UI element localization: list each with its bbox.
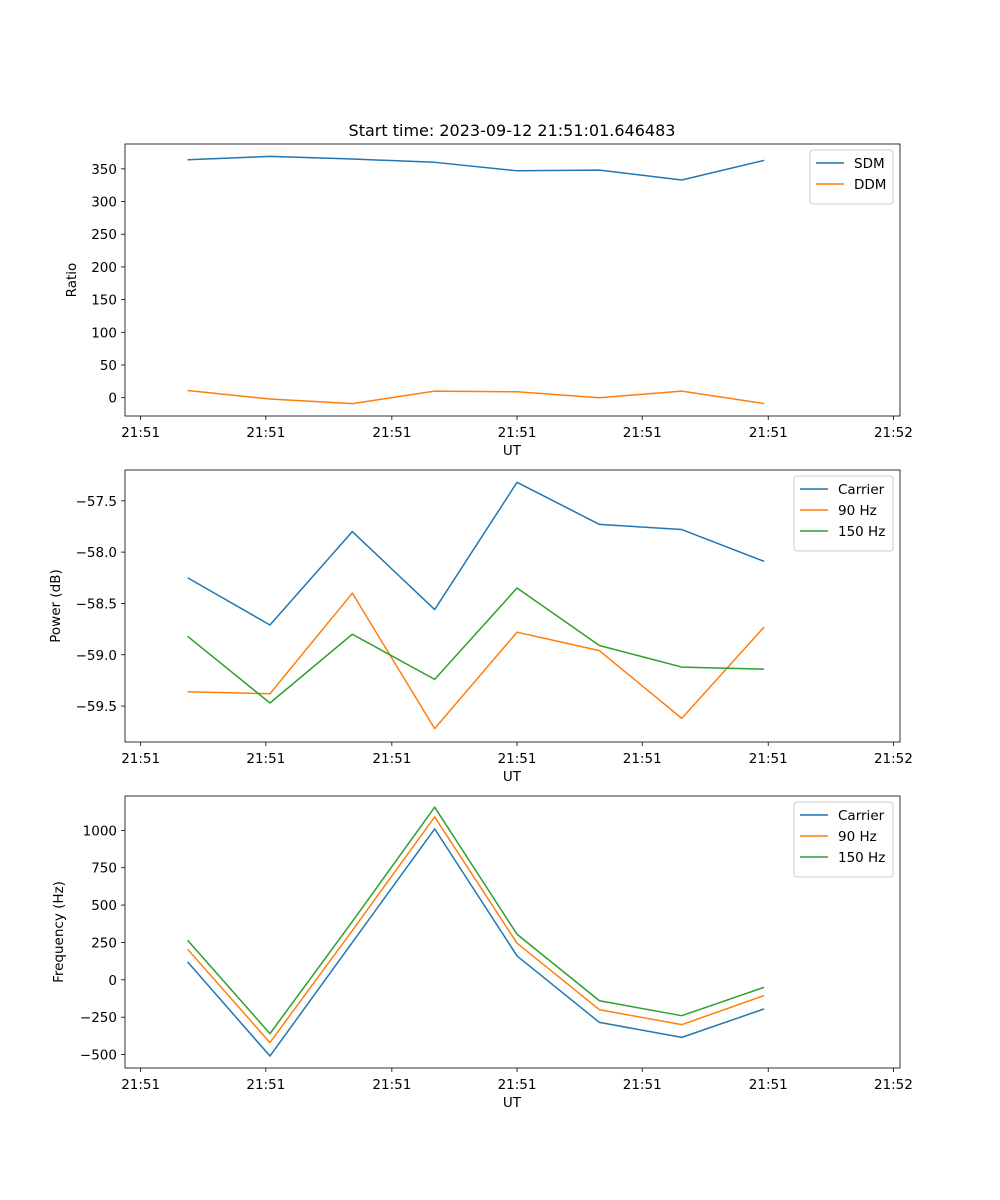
legend-entry-label: Carrier: [838, 808, 885, 824]
legend-entry-label: DDM: [854, 177, 886, 193]
x-tick-label: 21:52: [874, 1077, 913, 1093]
y-axis-label: Frequency (Hz): [51, 881, 67, 983]
x-tick-label: 21:51: [749, 425, 788, 441]
y-tick-label: −59.5: [76, 699, 117, 715]
y-tick-label: 0: [108, 391, 117, 407]
x-tick-label: 21:51: [246, 1077, 285, 1093]
x-tick-label: 21:51: [246, 751, 285, 767]
x-tick-label: 21:51: [121, 1077, 160, 1093]
series-line-90-hz: [187, 816, 765, 1044]
x-tick-label: 21:51: [121, 425, 160, 441]
legend-entry-label: 90 Hz: [838, 503, 877, 519]
series-line-150-hz: [187, 806, 765, 1035]
x-tick-label: 21:51: [623, 1077, 662, 1093]
x-tick-label: 21:52: [874, 751, 913, 767]
y-tick-label: 750: [91, 861, 117, 877]
y-tick-label: 350: [91, 162, 117, 178]
y-tick-label: −58.0: [76, 545, 117, 561]
legend-frame: [793, 801, 894, 878]
y-tick-label: −500: [80, 1048, 117, 1064]
x-tick-label: 21:51: [749, 751, 788, 767]
series-line-sdm: [187, 155, 765, 181]
legend: SDM DDM: [809, 149, 894, 205]
x-tick-label: 21:51: [498, 425, 537, 441]
series-line-150-hz: [187, 587, 765, 704]
y-tick-label: 50: [100, 358, 117, 374]
x-tick-label: 21:52: [874, 425, 913, 441]
x-tick-label: 21:51: [246, 425, 285, 441]
y-tick-label: 250: [91, 227, 117, 243]
legend: Carrier 90 Hz 150 Hz: [793, 801, 894, 878]
axes-frame: [124, 795, 901, 1069]
y-tick-label: 250: [91, 935, 117, 951]
y-tick-label: 1000: [83, 823, 117, 839]
x-tick-label: 21:51: [498, 751, 537, 767]
figure-title: Start time: 2023-09-12 21:51:01.646483: [349, 121, 676, 140]
series-line-carrier: [187, 828, 765, 1057]
chart-panel-1: 21:51 21:51 21:51 21:51 21:51 21:51 21:52 0 50 10…: [64, 143, 913, 459]
y-tick-label: −58.5: [76, 596, 117, 612]
y-axis-label: Power (dB): [48, 569, 64, 642]
y-tick-label: −57.5: [76, 494, 117, 510]
x-tick-label: 21:51: [372, 425, 411, 441]
series-line-ddm: [187, 389, 765, 405]
x-axis-label: UT: [503, 769, 522, 785]
x-tick-label: 21:51: [623, 751, 662, 767]
series-line-carrier: [187, 481, 765, 626]
axes-frame: [124, 469, 901, 743]
y-tick-label: −250: [80, 1010, 117, 1026]
y-tick-label: 0: [108, 973, 117, 989]
panels: 21:51 21:51 21:51 21:51 21:51 21:51 21:52 0 50 10…: [48, 143, 913, 1111]
y-axis-label: Ratio: [64, 263, 80, 298]
y-tick-label: 200: [91, 260, 117, 276]
x-tick-label: 21:51: [749, 1077, 788, 1093]
legend: Carrier 90 Hz 150 Hz: [793, 475, 894, 552]
x-axis-label: UT: [503, 1095, 522, 1111]
legend-entry-label: 150 Hz: [838, 850, 885, 866]
legend-entry-label: SDM: [854, 156, 885, 172]
axes-frame: [124, 143, 901, 417]
legend-entry-label: 150 Hz: [838, 524, 885, 540]
y-tick-label: 100: [91, 325, 117, 341]
y-tick-label: 150: [91, 293, 117, 309]
y-tick-label: 300: [91, 195, 117, 211]
legend-entry-label: 90 Hz: [838, 829, 877, 845]
y-tick-label: −59.0: [76, 648, 117, 664]
chart-panel-2: 21:51 21:51 21:51 21:51 21:51 21:51 21:52 −59.5…: [48, 469, 913, 785]
x-axis-label: UT: [503, 443, 522, 459]
x-tick-label: 21:51: [498, 1077, 537, 1093]
chart-panel-3: 21:51 21:51 21:51 21:51 21:51 21:51 21:52 −500 −…: [51, 795, 913, 1111]
x-tick-label: 21:51: [121, 751, 160, 767]
y-tick-label: 500: [91, 898, 117, 914]
x-tick-label: 21:51: [623, 425, 662, 441]
legend-frame: [793, 475, 894, 552]
x-tick-label: 21:51: [372, 751, 411, 767]
series-line-90-hz: [187, 592, 765, 730]
x-tick-label: 21:51: [372, 1077, 411, 1093]
legend-entry-label: Carrier: [838, 482, 885, 498]
